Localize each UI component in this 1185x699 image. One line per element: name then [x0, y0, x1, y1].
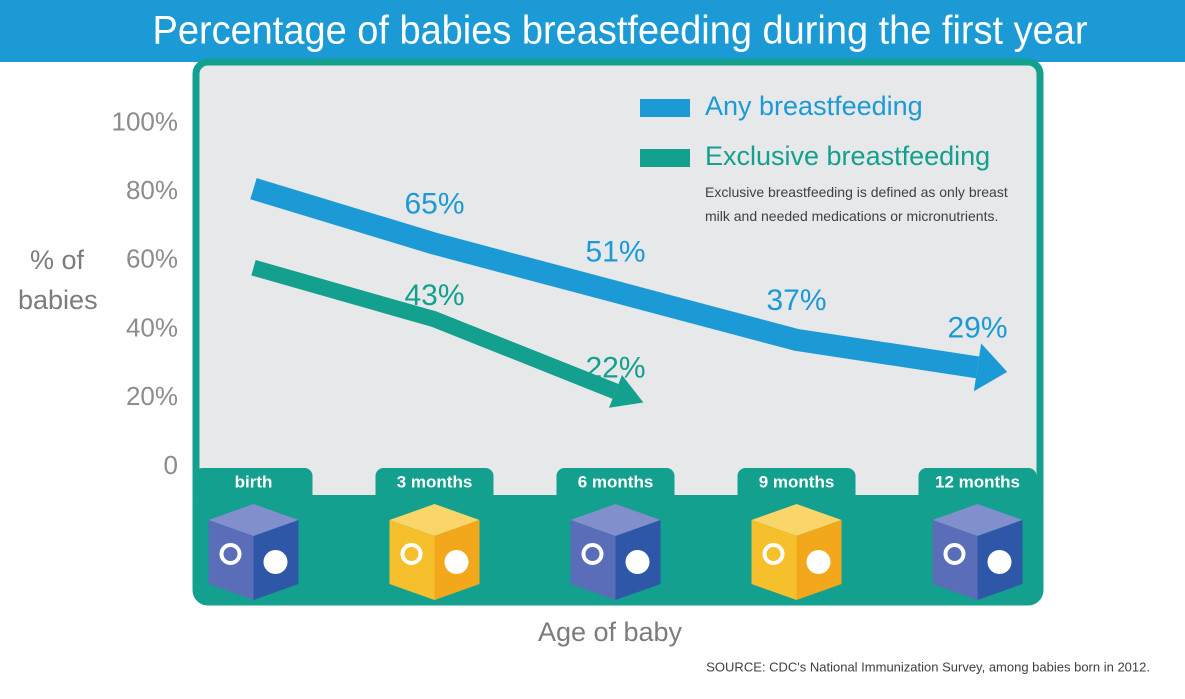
horse-icon: [625, 550, 650, 574]
value-label: 22%: [585, 351, 645, 384]
x-tick-label: 6 months: [578, 472, 654, 491]
y-tick-label: 80%: [126, 175, 178, 205]
value-label: 37%: [766, 284, 826, 317]
legend-swatch: [640, 149, 690, 167]
legend-swatch: [640, 99, 690, 117]
category-tab: [194, 468, 313, 508]
value-label: 51%: [585, 236, 645, 269]
note: Exclusive breastfeeding is defined as on…: [705, 184, 1008, 224]
horse-icon: [806, 550, 831, 574]
horse-icon: [263, 550, 288, 574]
y-tick-label: 60%: [126, 244, 178, 274]
legend-label: Exclusive breastfeeding: [705, 141, 990, 171]
block-left: [570, 520, 616, 600]
x-tick-label: 3 months: [397, 472, 473, 491]
x-tick-label: 9 months: [759, 472, 835, 491]
horse-icon: [444, 550, 469, 574]
y-tick-label: 100%: [112, 106, 179, 136]
title-bar: [0, 0, 1185, 62]
source: SOURCE: CDC's National Immunization Surv…: [706, 659, 1150, 674]
rattle-icon: [762, 543, 785, 565]
block-left: [751, 520, 797, 600]
chart-title: Percentage of babies breastfeeding durin…: [153, 9, 1088, 53]
category-tab: [556, 468, 675, 508]
legend-label: Any breastfeeding: [705, 91, 923, 121]
value-label: 43%: [404, 279, 464, 312]
y-axis-label: % of babies: [18, 245, 98, 315]
y-tick-label: 20%: [126, 381, 178, 411]
block-left: [932, 520, 978, 600]
block-left: [389, 520, 435, 600]
x-tick-label: birth: [235, 472, 273, 491]
value-label: 65%: [404, 188, 464, 221]
block-left: [208, 520, 254, 600]
arrow-head: [973, 343, 1008, 392]
horse-icon: [987, 550, 1012, 574]
x-tick-label: 12 months: [935, 472, 1020, 491]
y-tick-label: 40%: [126, 312, 178, 342]
series-line: [250, 178, 980, 379]
rattle-icon: [581, 543, 604, 565]
rattle-icon: [943, 543, 966, 565]
rattle-icon: [400, 543, 423, 565]
value-label: 29%: [947, 311, 1007, 344]
arrow-head: [608, 375, 644, 408]
category-tab: [737, 468, 856, 508]
x-axis-label: Age of baby: [538, 617, 683, 647]
category-tab: [375, 468, 494, 508]
rattle-icon: [219, 543, 242, 565]
series-line: [251, 260, 619, 399]
y-tick-label: 0: [164, 450, 178, 480]
category-tab: [918, 468, 1037, 508]
